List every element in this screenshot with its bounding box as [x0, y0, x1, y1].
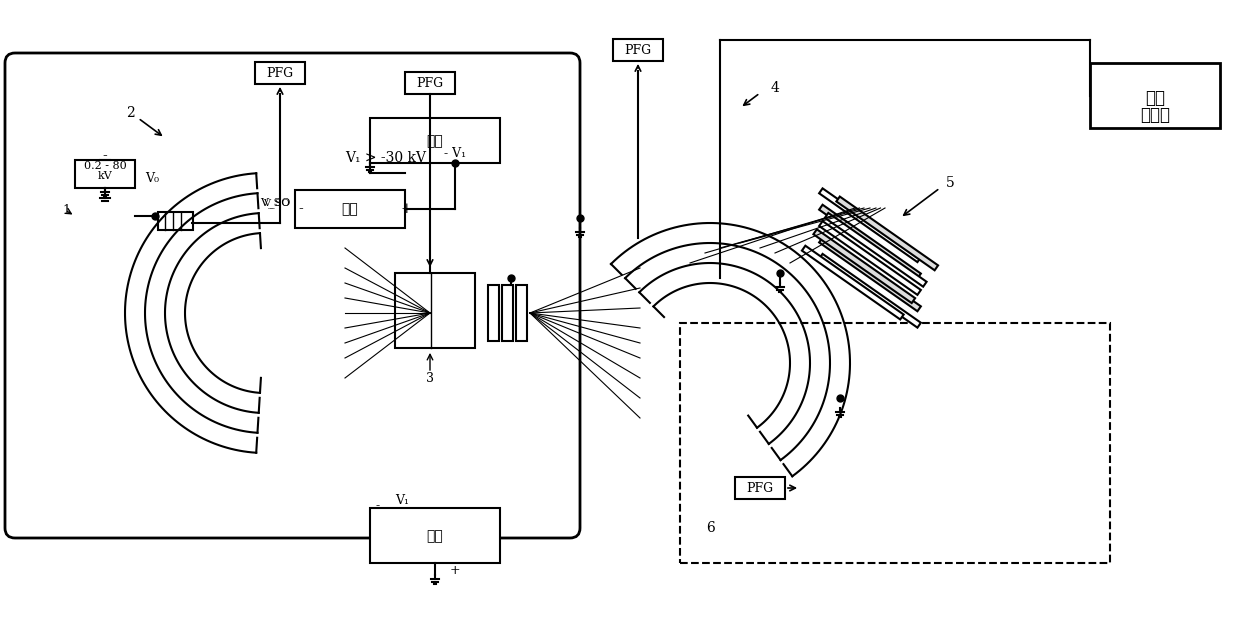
Polygon shape: [819, 254, 921, 328]
Polygon shape: [813, 229, 916, 303]
Bar: [613, 39, 663, 61]
Bar: [255, 62, 305, 84]
Polygon shape: [819, 237, 921, 311]
Text: 电源: 电源: [426, 134, 444, 148]
Bar: [1090, 63, 1220, 128]
Text: - V₁: - V₁: [444, 146, 466, 159]
Text: V₁ > -30 kV: V₁ > -30 kV: [344, 151, 426, 165]
Text: V_SO: V_SO: [264, 198, 290, 208]
Bar: [159, 212, 193, 230]
Text: 控制器: 控制器: [1140, 106, 1170, 124]
Polygon shape: [825, 213, 927, 287]
Bar: [76, 160, 135, 188]
FancyBboxPatch shape: [5, 53, 580, 538]
Text: 5: 5: [945, 176, 954, 190]
Text: 电源: 电源: [426, 529, 444, 543]
Bar: [405, 72, 455, 94]
Polygon shape: [819, 205, 921, 279]
Bar: [488, 285, 499, 341]
Text: 0.2 - 80: 0.2 - 80: [83, 161, 126, 171]
Text: PFG: PFG: [746, 481, 773, 494]
Text: -: -: [375, 499, 379, 512]
Text: -: -: [299, 202, 302, 216]
Polygon shape: [836, 197, 938, 270]
Text: 6: 6: [706, 521, 715, 535]
Text: V_SO: V_SO: [260, 198, 290, 208]
Text: PFG: PFG: [624, 43, 652, 56]
Bar: [735, 477, 786, 499]
Bar: [295, 190, 405, 228]
Polygon shape: [819, 188, 921, 262]
Text: 2: 2: [125, 106, 134, 120]
Text: PFG: PFG: [416, 77, 444, 90]
Bar: [395, 273, 475, 348]
Bar: [680, 323, 1110, 563]
Text: 电源: 电源: [342, 202, 358, 216]
Polygon shape: [819, 221, 921, 295]
Text: kV: kV: [98, 171, 113, 181]
Text: +: +: [450, 564, 461, 577]
Text: V₀: V₀: [145, 172, 159, 185]
Text: V₁: V₁: [395, 494, 409, 507]
Text: +: +: [400, 202, 411, 216]
Text: 4: 4: [771, 81, 779, 95]
Bar: [370, 118, 501, 163]
Text: 多极: 多极: [1145, 90, 1165, 106]
Bar: [515, 285, 527, 341]
Text: 3: 3: [426, 371, 434, 384]
Text: 1: 1: [62, 203, 69, 216]
Bar: [370, 508, 501, 563]
Polygon shape: [802, 246, 903, 320]
Text: PFG: PFG: [266, 67, 294, 80]
Bar: [502, 285, 513, 341]
Text: -: -: [103, 149, 108, 163]
